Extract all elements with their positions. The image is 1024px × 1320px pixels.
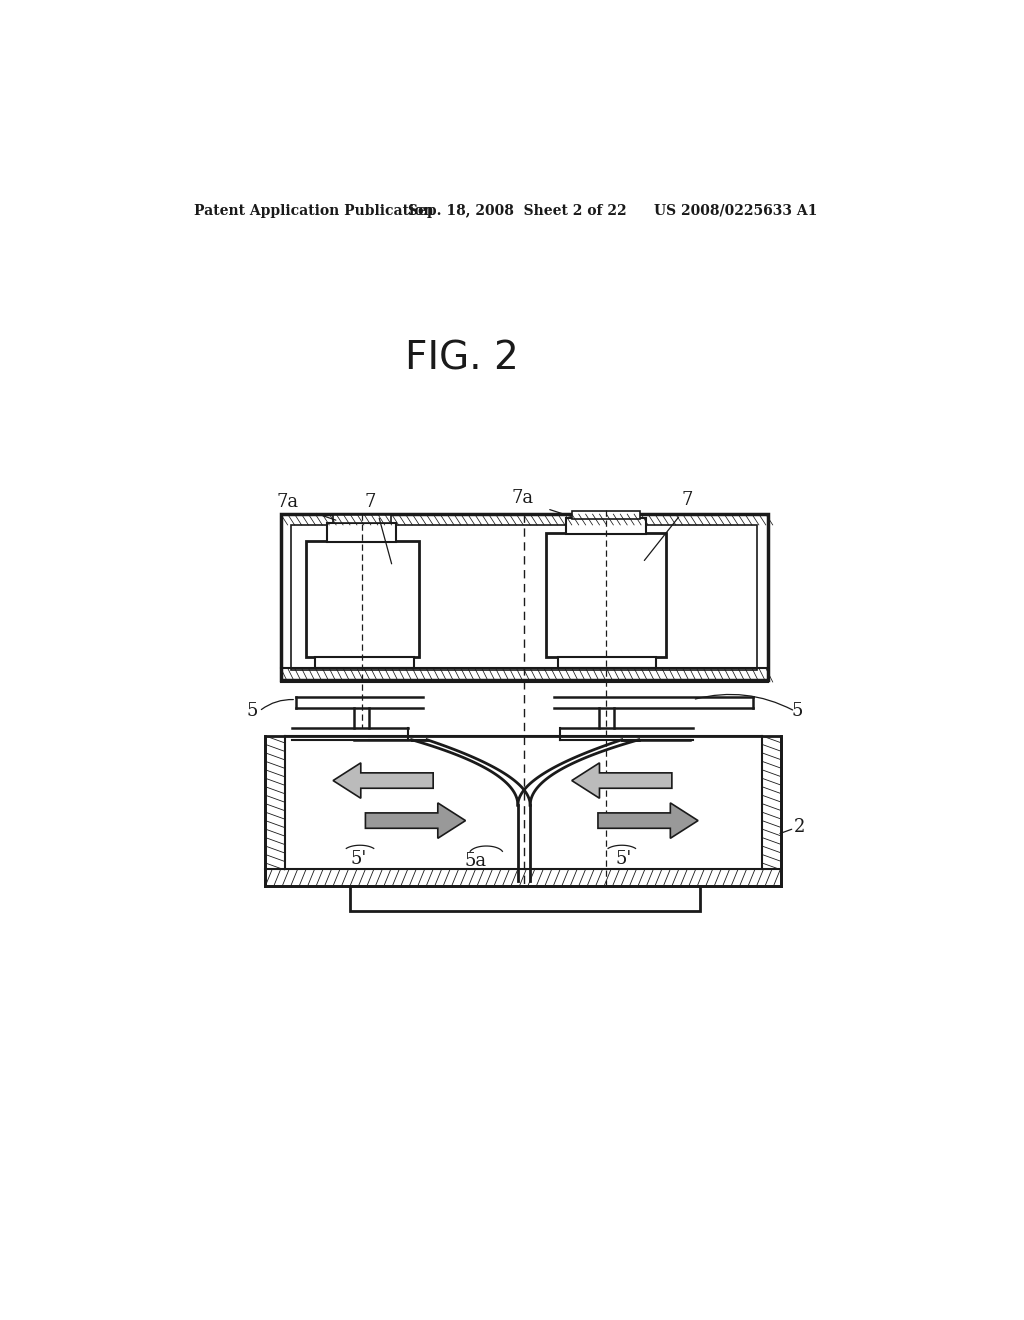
Text: 7a: 7a bbox=[276, 494, 298, 511]
Polygon shape bbox=[315, 657, 414, 668]
Polygon shape bbox=[350, 886, 700, 911]
Text: Patent Application Publication: Patent Application Publication bbox=[194, 203, 433, 218]
Text: 5': 5' bbox=[615, 850, 632, 869]
Polygon shape bbox=[327, 523, 396, 543]
Polygon shape bbox=[306, 541, 419, 657]
Polygon shape bbox=[558, 657, 655, 668]
Polygon shape bbox=[366, 803, 466, 838]
Polygon shape bbox=[565, 517, 646, 535]
Text: 2: 2 bbox=[795, 818, 806, 836]
Text: 5': 5' bbox=[350, 850, 367, 869]
Text: 7: 7 bbox=[682, 491, 693, 508]
Polygon shape bbox=[333, 763, 433, 799]
Text: US 2008/0225633 A1: US 2008/0225633 A1 bbox=[654, 203, 817, 218]
Text: 5: 5 bbox=[792, 702, 803, 721]
Polygon shape bbox=[333, 515, 391, 524]
Polygon shape bbox=[571, 763, 672, 799]
Text: 7a: 7a bbox=[512, 490, 535, 507]
Text: FIG. 2: FIG. 2 bbox=[404, 339, 518, 378]
Polygon shape bbox=[598, 803, 698, 838]
Polygon shape bbox=[281, 515, 768, 681]
Polygon shape bbox=[547, 533, 666, 657]
Text: Sep. 18, 2008  Sheet 2 of 22: Sep. 18, 2008 Sheet 2 of 22 bbox=[408, 203, 627, 218]
Text: 5: 5 bbox=[246, 702, 257, 721]
Polygon shape bbox=[571, 511, 640, 519]
Text: 7: 7 bbox=[365, 494, 376, 511]
Text: 5a: 5a bbox=[465, 851, 486, 870]
Polygon shape bbox=[285, 737, 762, 869]
